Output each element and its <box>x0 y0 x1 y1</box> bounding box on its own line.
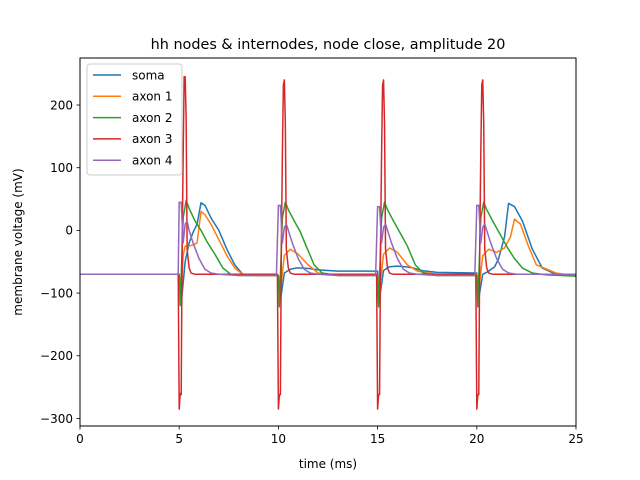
series-line-axon-4 <box>80 201 576 277</box>
y-tick-label: −100 <box>40 286 73 300</box>
x-tick-label: 25 <box>568 432 583 446</box>
legend-label: axon 2 <box>132 111 172 125</box>
x-tick-label: 15 <box>370 432 385 446</box>
plot-frame <box>79 57 577 427</box>
y-ticks: −300 −200 −100 0 100 200 <box>40 98 80 426</box>
legend-label: soma <box>132 68 165 82</box>
x-ticks: 0 5 10 15 20 25 <box>76 426 584 446</box>
y-tick-label: 200 <box>50 98 73 112</box>
series-line-axon-2 <box>80 199 576 308</box>
x-tick-label: 0 <box>76 432 84 446</box>
y-axis-label: membrane voltage (mV) <box>11 168 25 315</box>
legend-label: axon 1 <box>132 90 172 104</box>
y-tick-label: −200 <box>40 349 73 363</box>
legend-label: axon 3 <box>132 132 172 146</box>
legend: soma axon 1 axon 2 axon 3 axon 4 <box>86 63 183 176</box>
chart-title: hh nodes & internodes, node close, ampli… <box>151 37 506 53</box>
x-tick-label: 20 <box>469 432 484 446</box>
x-axis-label: time (ms) <box>299 457 357 471</box>
x-tick-label: 5 <box>175 432 183 446</box>
x-tick-label: 10 <box>271 432 286 446</box>
legend-box <box>86 63 183 176</box>
series-layer <box>80 76 576 410</box>
y-tick-label: 100 <box>50 161 73 175</box>
legend-label: axon 4 <box>132 154 172 168</box>
y-tick-label: −300 <box>40 412 73 426</box>
series-line-axon-1 <box>80 210 576 297</box>
series-line-soma <box>80 202 576 306</box>
y-tick-label: 0 <box>65 224 73 238</box>
